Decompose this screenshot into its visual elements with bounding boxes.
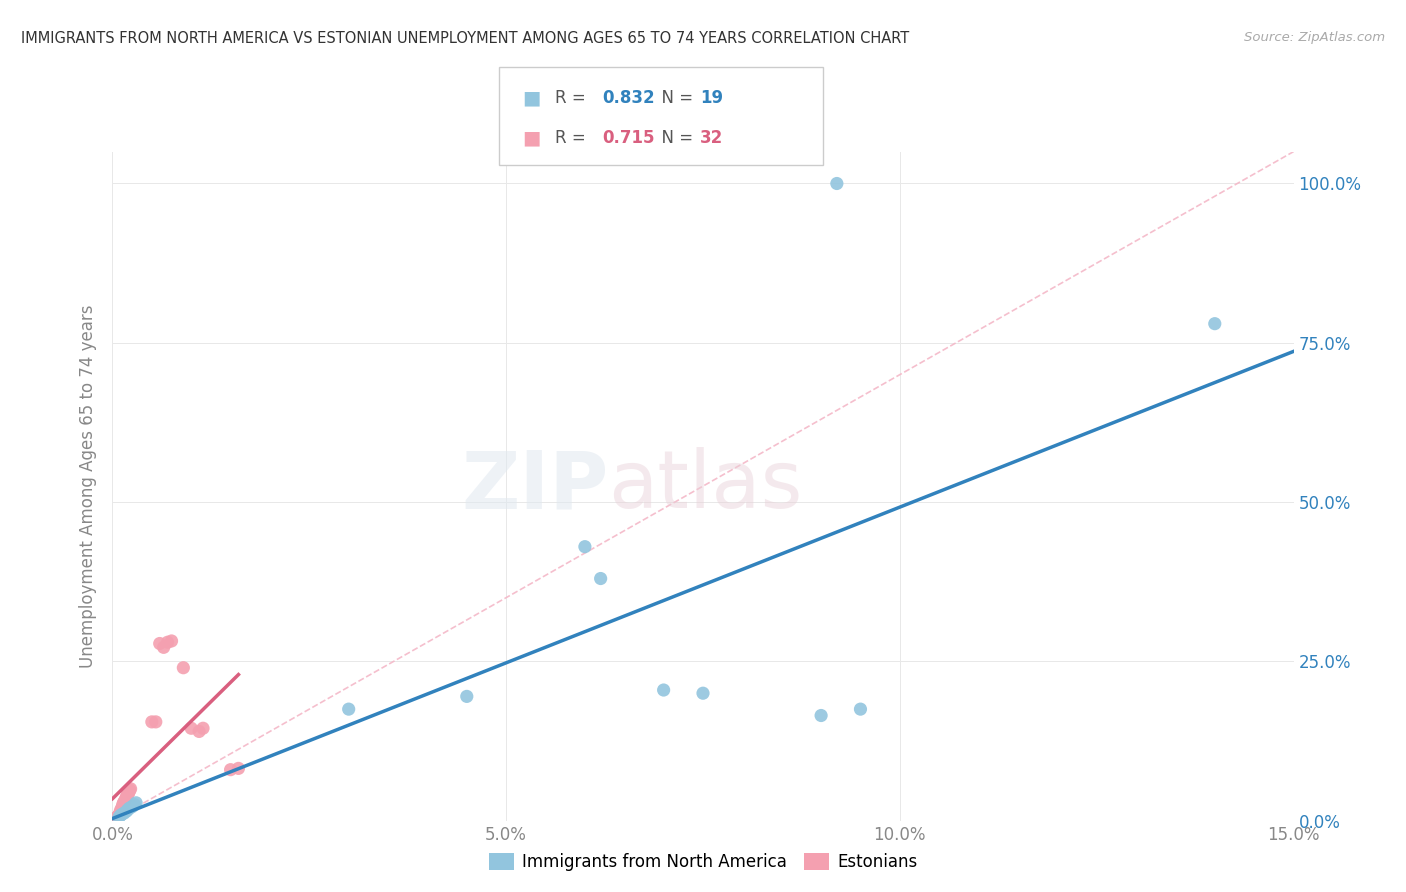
Point	[219, 763, 242, 777]
Point	[589, 572, 612, 586]
Point	[111, 797, 134, 812]
Point	[115, 791, 138, 805]
Point	[141, 714, 163, 729]
Point	[652, 683, 675, 698]
Point	[117, 802, 139, 816]
Text: Source: ZipAtlas.com: Source: ZipAtlas.com	[1244, 31, 1385, 45]
Point	[810, 708, 832, 723]
Text: R =: R =	[555, 129, 592, 147]
Point	[124, 797, 146, 812]
Text: ZIP: ZIP	[461, 447, 609, 525]
Point	[180, 721, 202, 735]
Point	[152, 640, 174, 655]
Point	[156, 635, 179, 649]
Point	[110, 804, 132, 818]
Text: N =: N =	[651, 129, 699, 147]
Y-axis label: Unemployment Among Ages 65 to 74 years: Unemployment Among Ages 65 to 74 years	[79, 304, 97, 668]
Point	[125, 796, 148, 810]
Point	[110, 805, 132, 820]
Point	[188, 724, 211, 739]
Point	[111, 807, 134, 822]
Point	[145, 714, 167, 729]
Point	[108, 807, 131, 822]
Text: 0.715: 0.715	[602, 129, 654, 147]
Text: 32: 32	[700, 129, 724, 147]
Point	[118, 785, 141, 799]
Point	[115, 804, 138, 818]
Point	[337, 702, 360, 716]
Legend: Immigrants from North America, Estonians: Immigrants from North America, Estonians	[481, 845, 925, 880]
Point	[172, 661, 194, 675]
Point	[160, 634, 183, 648]
Point	[115, 789, 138, 804]
Text: 0.832: 0.832	[602, 89, 654, 107]
Text: R =: R =	[555, 89, 592, 107]
Point	[456, 690, 478, 704]
Point	[110, 802, 132, 816]
Point	[574, 540, 596, 554]
Point	[228, 761, 250, 775]
Point	[107, 810, 129, 824]
Point	[111, 799, 134, 814]
Point	[117, 788, 139, 802]
Point	[849, 702, 872, 716]
Point	[110, 808, 132, 822]
Text: ■: ■	[522, 128, 541, 148]
Point	[825, 177, 848, 191]
Point	[105, 810, 128, 824]
Point	[692, 686, 714, 700]
Point	[114, 793, 136, 807]
Point	[118, 801, 141, 815]
Text: 19: 19	[700, 89, 723, 107]
Text: N =: N =	[651, 89, 699, 107]
Point	[118, 783, 141, 797]
Point	[120, 781, 142, 796]
Point	[1204, 317, 1226, 331]
Point	[107, 808, 129, 822]
Text: IMMIGRANTS FROM NORTH AMERICA VS ESTONIAN UNEMPLOYMENT AMONG AGES 65 TO 74 YEARS: IMMIGRANTS FROM NORTH AMERICA VS ESTONIA…	[21, 31, 910, 46]
Text: ■: ■	[522, 88, 541, 108]
Point	[149, 636, 172, 650]
Point	[112, 796, 135, 810]
Point	[112, 795, 135, 809]
Text: atlas: atlas	[609, 447, 803, 525]
Point	[112, 805, 135, 820]
Point	[191, 721, 214, 735]
Point	[111, 801, 134, 815]
Point	[107, 809, 129, 823]
Point	[117, 787, 139, 801]
Point	[121, 799, 143, 814]
